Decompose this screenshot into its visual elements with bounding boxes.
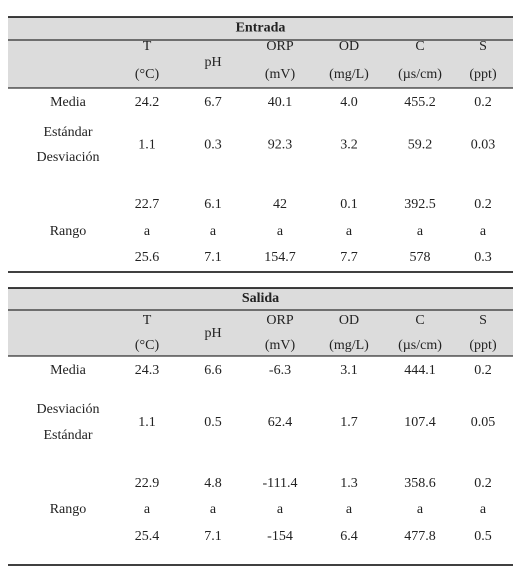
cell: 6.6: [204, 363, 222, 378]
cell: 6.7: [204, 95, 222, 110]
cell: a: [417, 224, 424, 239]
column-unit: (mg/L): [329, 338, 369, 353]
column-header: S: [479, 39, 487, 54]
column-unit: (mg/L): [329, 67, 369, 82]
cell: a: [346, 224, 353, 239]
cell: 7.1: [204, 250, 222, 265]
cell: 358.6: [404, 476, 436, 491]
cell: -111.4: [262, 476, 297, 491]
cell: 7.1: [204, 529, 222, 544]
column-header: ORP: [266, 39, 293, 54]
cell: 444.1: [404, 363, 436, 378]
cell: 154.7: [264, 250, 296, 265]
cell: 1.7: [340, 415, 358, 430]
cell: 24.3: [135, 363, 160, 378]
column-unit: (µs/cm): [398, 338, 442, 353]
cell: 1.3: [340, 476, 358, 491]
cell: a: [210, 502, 217, 517]
cell: 24.2: [135, 95, 160, 110]
cell: 62.4: [268, 415, 293, 430]
cell: 0.2: [474, 197, 492, 212]
row-label: Rango: [50, 224, 87, 239]
row-label: Media: [50, 95, 87, 110]
cell: 22.9: [135, 476, 160, 491]
cell: a: [144, 502, 151, 517]
cell: 1.1: [138, 415, 156, 430]
header-band: [8, 40, 513, 88]
cell: 0.3: [474, 250, 492, 265]
row-label: Desviación: [37, 150, 100, 165]
cell: 0.3: [204, 138, 222, 153]
cell: a: [480, 502, 487, 517]
column-header: T: [143, 39, 152, 54]
column-unit: (ppt): [469, 67, 497, 82]
cell: 3.2: [340, 138, 358, 153]
row-label: Rango: [50, 502, 87, 517]
cell: 0.2: [474, 95, 492, 110]
cell: 25.6: [135, 250, 160, 265]
column-header: pH: [204, 326, 221, 341]
cell: 0.03: [471, 138, 496, 153]
row-label: Media: [50, 363, 87, 378]
column-header: pH: [204, 55, 221, 70]
column-header: C: [415, 39, 424, 54]
cell: 6.1: [204, 197, 222, 212]
cell: 59.2: [408, 138, 433, 153]
cell: 4.0: [340, 95, 358, 110]
column-header: C: [415, 313, 424, 328]
column-unit: (mV): [265, 338, 296, 353]
column-header: S: [479, 313, 487, 328]
cell: 42: [273, 197, 287, 212]
cell: 1.1: [138, 138, 156, 153]
cell: 578: [410, 250, 431, 265]
column-unit: (mV): [265, 67, 296, 82]
cell: 0.05: [471, 415, 496, 430]
cell: 0.1: [340, 197, 358, 212]
cell: 107.4: [404, 415, 436, 430]
column-unit: (°C): [135, 67, 160, 82]
cell: 477.8: [404, 529, 436, 544]
column-unit: (ppt): [469, 338, 497, 353]
cell: 455.2: [404, 95, 436, 110]
table-title: Salida: [242, 291, 279, 306]
header-band: [8, 310, 513, 356]
cell: -6.3: [269, 363, 291, 378]
cell: a: [480, 224, 487, 239]
cell: 40.1: [268, 95, 293, 110]
cell: a: [417, 502, 424, 517]
cell: 6.4: [340, 529, 358, 544]
column-header: ORP: [266, 313, 293, 328]
row-label: Estándar: [44, 428, 93, 443]
table-title: Entrada: [236, 21, 286, 36]
cell: 0.2: [474, 363, 492, 378]
cell: 0.2: [474, 476, 492, 491]
column-header: T: [143, 313, 152, 328]
cell: a: [277, 224, 284, 239]
row-label: Estándar: [44, 125, 93, 140]
row-label: Desviación: [37, 402, 100, 417]
cell: 4.8: [204, 476, 222, 491]
cell: 3.1: [340, 363, 358, 378]
title-band: [8, 288, 513, 310]
cell: 7.7: [340, 250, 358, 265]
cell: 22.7: [135, 197, 160, 212]
column-unit: (µs/cm): [398, 67, 442, 82]
cell: 25.4: [135, 529, 160, 544]
cell: 0.5: [474, 529, 492, 544]
cell: 392.5: [404, 197, 436, 212]
column-header: OD: [339, 39, 359, 54]
cell: 92.3: [268, 138, 293, 153]
cell: a: [144, 224, 151, 239]
cell: a: [210, 224, 217, 239]
cell: -154: [267, 529, 293, 544]
column-unit: (°C): [135, 338, 160, 353]
cell: 0.5: [204, 415, 222, 430]
column-header: OD: [339, 313, 359, 328]
cell: a: [277, 502, 284, 517]
title-band: [8, 17, 513, 40]
cell: a: [346, 502, 353, 517]
